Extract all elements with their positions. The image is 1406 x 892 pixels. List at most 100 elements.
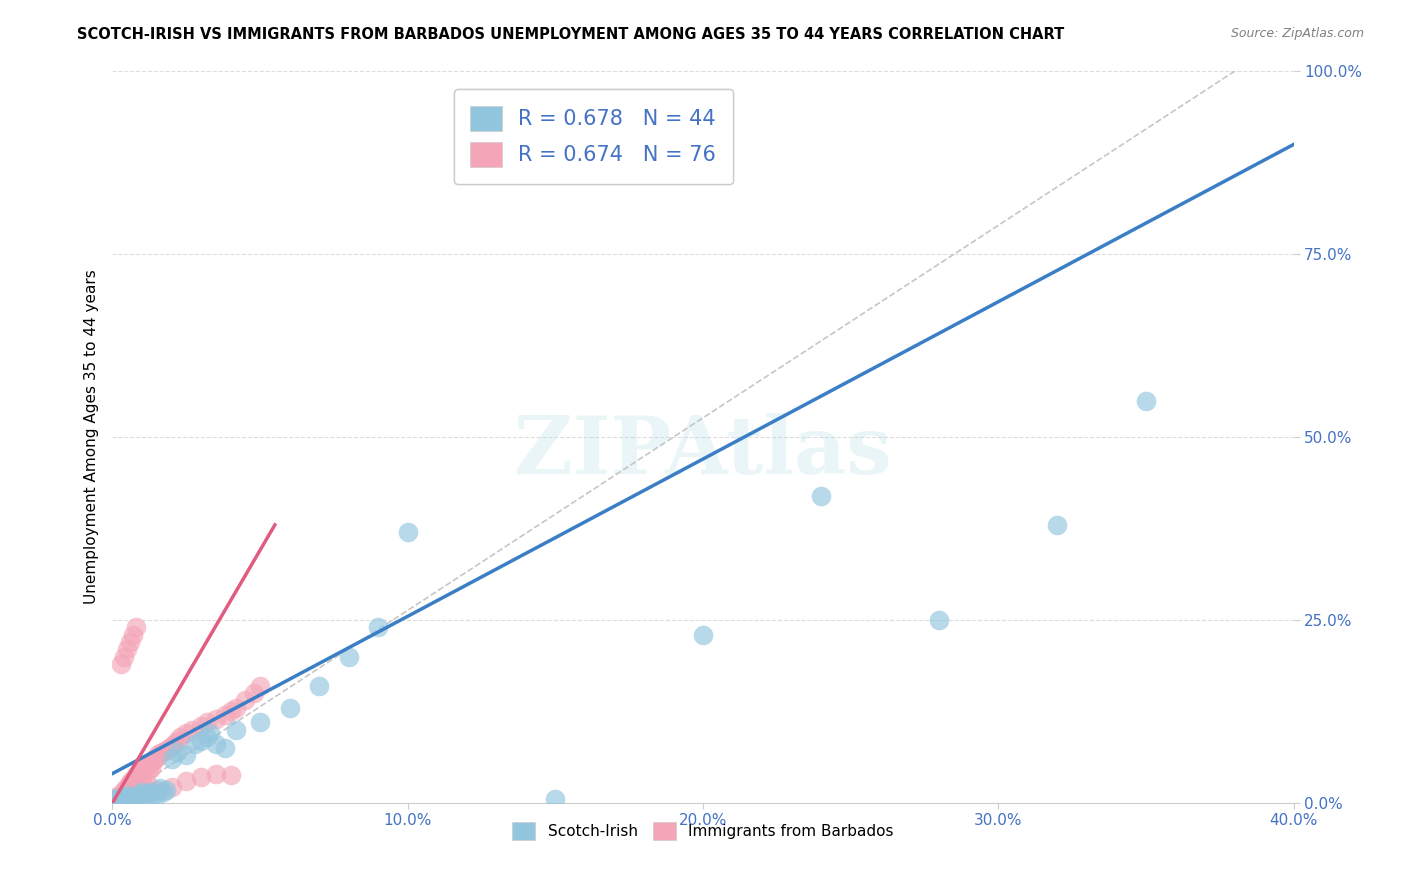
Point [120, 635, 142, 649]
Point [214, 740, 236, 755]
Point [544, 792, 567, 806]
Point [131, 763, 153, 777]
Point [131, 785, 153, 799]
Point [308, 679, 330, 693]
Point [214, 708, 236, 723]
Point [107, 791, 129, 805]
Point [125, 789, 148, 804]
Point [131, 785, 153, 799]
Point [190, 719, 212, 733]
Point [117, 792, 138, 806]
Point [174, 748, 197, 763]
Point [131, 769, 153, 783]
Point [249, 679, 271, 693]
Point [219, 705, 242, 719]
Point [120, 789, 142, 804]
Point [149, 781, 172, 796]
Point [134, 781, 156, 796]
Point [125, 620, 148, 634]
Point [152, 745, 174, 759]
Point [146, 782, 169, 797]
Point [692, 627, 714, 641]
Point [110, 787, 132, 801]
Point [112, 649, 135, 664]
Point [120, 777, 142, 791]
Point [122, 772, 145, 787]
Text: Source: ZipAtlas.com: Source: ZipAtlas.com [1230, 27, 1364, 40]
Point [928, 613, 950, 627]
Point [136, 764, 159, 778]
Point [166, 733, 188, 747]
Point [117, 789, 138, 803]
Point [195, 730, 218, 744]
Point [190, 770, 212, 784]
Point [112, 785, 135, 799]
Point [160, 780, 183, 794]
Point [120, 775, 142, 789]
Point [195, 715, 218, 730]
Point [122, 778, 145, 792]
Point [169, 730, 191, 744]
Point [205, 737, 228, 751]
Point [146, 750, 169, 764]
Point [112, 790, 135, 805]
Y-axis label: Unemployment Among Ages 35 to 44 years: Unemployment Among Ages 35 to 44 years [83, 269, 98, 605]
Point [190, 733, 212, 747]
Point [174, 726, 197, 740]
Point [396, 525, 419, 540]
Point [128, 766, 150, 780]
Point [205, 712, 228, 726]
Point [184, 737, 207, 751]
Point [233, 693, 256, 707]
Point [117, 780, 138, 794]
Point [112, 786, 135, 800]
Point [110, 657, 132, 671]
Point [110, 789, 132, 804]
Text: SCOTCH-IRISH VS IMMIGRANTS FROM BARBADOS UNEMPLOYMENT AMONG AGES 35 TO 44 YEARS : SCOTCH-IRISH VS IMMIGRANTS FROM BARBADOS… [77, 27, 1064, 42]
Point [110, 789, 132, 804]
Point [125, 768, 148, 782]
Point [337, 649, 360, 664]
Point [112, 787, 135, 801]
Point [142, 787, 165, 801]
Point [104, 792, 127, 806]
Point [117, 782, 138, 797]
Point [367, 620, 389, 634]
Point [110, 789, 132, 804]
Text: ZIPAtlas: ZIPAtlas [515, 413, 891, 491]
Point [225, 723, 247, 737]
Point [149, 746, 172, 760]
Point [110, 793, 132, 807]
Point [155, 782, 177, 797]
Point [125, 770, 148, 784]
Point [107, 793, 129, 807]
Point [225, 700, 247, 714]
Point [142, 753, 165, 767]
Point [134, 759, 156, 773]
Point [122, 627, 145, 641]
Point [136, 786, 159, 800]
Point [136, 757, 159, 772]
Point [139, 761, 162, 775]
Point [131, 789, 153, 804]
Point [104, 789, 127, 804]
Point [166, 745, 188, 759]
Point [810, 489, 832, 503]
Point [122, 773, 145, 788]
Point [120, 778, 142, 792]
Point [112, 782, 135, 797]
Point [1135, 393, 1157, 408]
Point [163, 737, 186, 751]
Point [155, 743, 177, 757]
Point [139, 756, 162, 770]
Point [1046, 517, 1069, 532]
Point [160, 739, 183, 753]
Point [104, 792, 127, 806]
Point [107, 794, 129, 808]
Point [243, 686, 266, 700]
Point [278, 700, 301, 714]
Point [117, 784, 138, 798]
Point [117, 642, 138, 657]
Point [122, 791, 145, 805]
Point [139, 785, 162, 799]
